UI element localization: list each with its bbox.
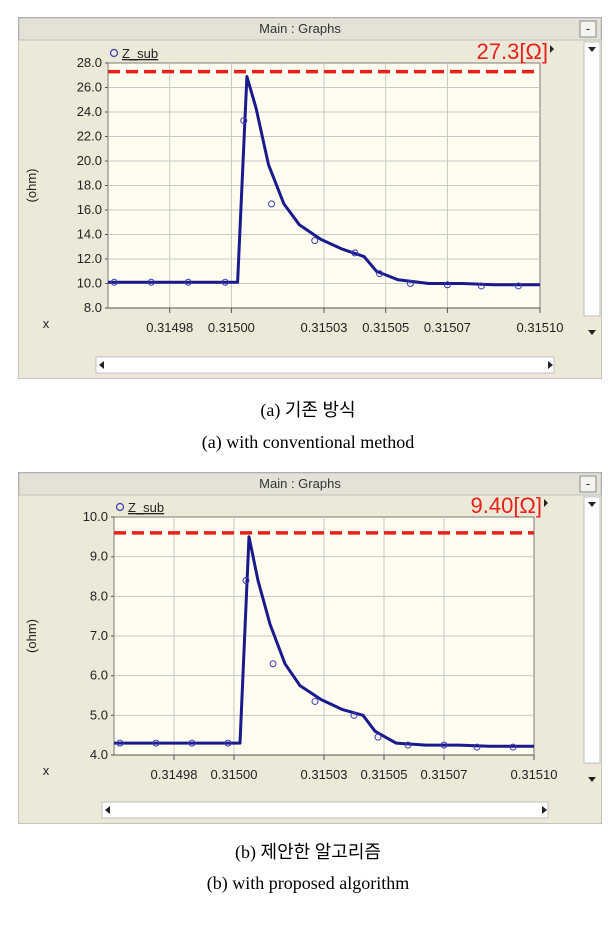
vertical-scrollbar[interactable] <box>584 42 600 316</box>
y-tick-label: 7.0 <box>90 628 108 643</box>
y-tick-label: 22.0 <box>77 129 102 144</box>
caption-english-a: (a) with conventional method <box>0 432 616 453</box>
x-axis-letter: x <box>43 763 50 778</box>
y-tick-label: 28.0 <box>77 55 102 70</box>
x-tick-label: 0.31505 <box>361 767 408 782</box>
y-tick-label: 16.0 <box>77 202 102 217</box>
x-tick-label: 0.31500 <box>211 767 258 782</box>
window-title: Main : Graphs <box>259 476 341 491</box>
peak-annotation: 9.40[Ω] <box>471 493 543 518</box>
x-tick-label: 0.31500 <box>208 320 255 335</box>
horizontal-scrollbar[interactable] <box>102 802 548 818</box>
y-tick-label: 26.0 <box>77 80 102 95</box>
y-tick-label: 10.0 <box>77 276 102 291</box>
x-tick-label: 0.31505 <box>362 320 409 335</box>
y-tick-label: 20.0 <box>77 153 102 168</box>
window-title: Main : Graphs <box>259 21 341 36</box>
minimize-label: - <box>586 476 590 491</box>
graph-window-a: Main : Graphs - 8.0 10.0 12.0 14.0 16.0 18.0 20.… <box>18 17 602 379</box>
x-tick-label: 0.31507 <box>421 767 468 782</box>
y-tick-label: 18.0 <box>77 178 102 193</box>
x-axis-letter: x <box>43 316 50 331</box>
y-tick-label: 4.0 <box>90 747 108 762</box>
x-tick-label: 0.31503 <box>301 767 348 782</box>
y-tick-label: 9.0 <box>90 549 108 564</box>
line-chart-a: Main : Graphs - 8.0 10.0 12.0 14.0 16.0 18.0 20.… <box>18 17 602 379</box>
y-tick-label: 6.0 <box>90 668 108 683</box>
vertical-scrollbar[interactable] <box>584 497 600 763</box>
x-tick-label: 0.31498 <box>146 320 193 335</box>
peak-annotation: 27.3[Ω] <box>477 39 549 64</box>
y-tick-label: 8.0 <box>90 588 108 603</box>
x-tick-label: 0.31510 <box>517 320 564 335</box>
x-tick-label: 0.31507 <box>424 320 471 335</box>
minimize-label: - <box>586 21 590 36</box>
y-tick-label: 12.0 <box>77 251 102 266</box>
caption-english-b: (b) with proposed algorithm <box>0 873 616 894</box>
x-tick-label: 0.31510 <box>511 767 558 782</box>
x-tick-label: 0.31498 <box>151 767 198 782</box>
y-tick-label: 14.0 <box>77 227 102 242</box>
caption-korean-a: (a) 기존 방식 <box>0 396 616 422</box>
y-axis-label: (ohm) <box>24 619 39 653</box>
legend-label: Z_sub <box>128 500 164 515</box>
line-chart-b: Main : Graphs - 4.0 5.0 6.0 7.0 8.0 9.0 10.0 (ohm… <box>18 472 602 824</box>
caption-korean-b: (b) 제안한 알고리즘 <box>0 838 616 864</box>
y-tick-label: 8.0 <box>84 300 102 315</box>
x-tick-label: 0.31503 <box>301 320 348 335</box>
legend-label: Z_sub <box>122 46 158 61</box>
horizontal-scrollbar[interactable] <box>96 357 554 373</box>
y-tick-label: 5.0 <box>90 707 108 722</box>
y-tick-label: 24.0 <box>77 104 102 119</box>
y-axis-label: (ohm) <box>24 169 39 203</box>
y-tick-label: 10.0 <box>83 509 108 524</box>
graph-window-b: Main : Graphs - 4.0 5.0 6.0 7.0 8.0 9.0 10.0 (ohm… <box>18 472 602 824</box>
